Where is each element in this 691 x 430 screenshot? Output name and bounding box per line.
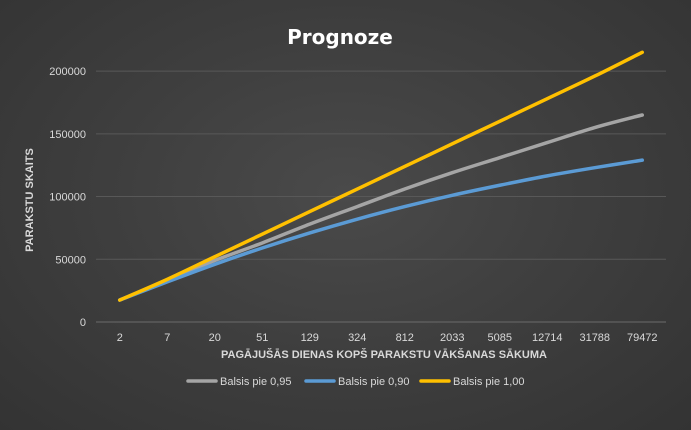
- series-line-3: [118, 50, 644, 302]
- x-tick-label: 51: [256, 332, 268, 344]
- series-line-1: [118, 113, 644, 302]
- x-tick-label: 2: [117, 332, 123, 344]
- y-axis-title: PARAKSTU SKAITS: [24, 148, 36, 252]
- x-tick-label: 5085: [488, 332, 512, 344]
- x-tick-label: 7: [164, 332, 170, 344]
- y-tick-label: 50000: [55, 254, 86, 266]
- chart-title: Prognoze: [287, 25, 393, 49]
- x-tick-label: 812: [396, 332, 414, 344]
- x-tick-label: 2033: [440, 332, 464, 344]
- x-tick-label: 31788: [579, 332, 610, 344]
- legend-label: Balsis pie 0,90: [338, 376, 410, 388]
- series-line-2: [118, 158, 644, 302]
- x-tick-label: 12714: [532, 332, 563, 344]
- x-axis-ticks: 2 7 20 51 129 324 812 2033 5085 12714 31788 79472: [117, 332, 658, 344]
- x-tick-label: 324: [348, 332, 366, 344]
- legend-label: Balsis pie 0,95: [220, 376, 292, 388]
- legend: Balsis pie 0,95 Balsis pie 0,90 Balsis pie…: [186, 376, 525, 388]
- y-tick-label: 150000: [49, 129, 86, 141]
- legend-label: Balsis pie 1,00: [453, 376, 525, 388]
- x-tick-label: 79472: [627, 332, 658, 344]
- y-tick-label: 100000: [49, 192, 86, 204]
- x-axis-title: PAGĀJUŠĀS DIENAS KOPŠ PARAKSTU VĀKŠANAS …: [221, 348, 547, 361]
- y-axis-ticks: 0 50000 100000 150000 200000: [49, 66, 86, 329]
- x-tick-label: 20: [209, 332, 221, 344]
- series-lines: [118, 50, 644, 302]
- y-tick-label: 200000: [49, 66, 86, 78]
- x-tick-label: 129: [301, 332, 319, 344]
- y-tick-label: 0: [80, 317, 86, 329]
